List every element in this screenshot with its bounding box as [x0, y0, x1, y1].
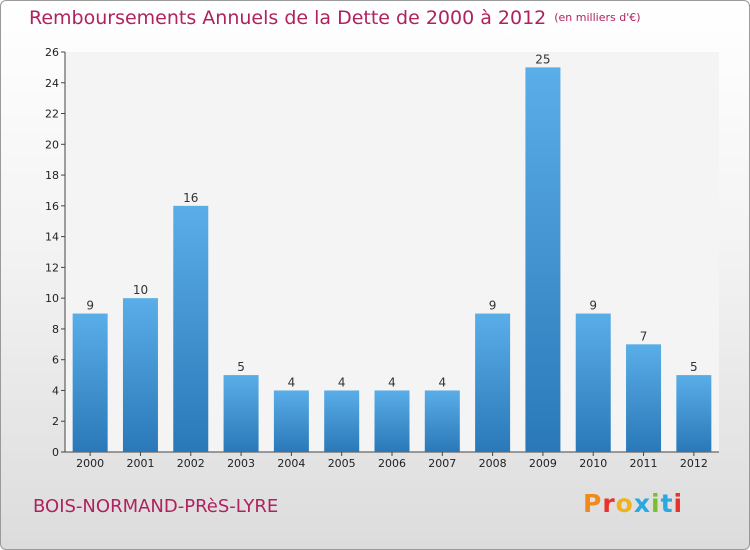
bar-value-label: 4 — [388, 375, 396, 389]
x-tick-label: 2002 — [177, 457, 205, 470]
y-tick-label: 24 — [45, 77, 59, 90]
y-tick-label: 12 — [45, 261, 59, 274]
x-tick-label: 2000 — [76, 457, 104, 470]
bar-value-label: 9 — [589, 299, 597, 313]
proxiti-logo: Proxiti — [583, 489, 683, 518]
bar — [626, 344, 662, 452]
logo-letter: P — [583, 489, 603, 518]
x-tick-label: 2012 — [680, 457, 708, 470]
y-tick-label: 0 — [52, 446, 59, 459]
logo-letter: i — [651, 489, 661, 518]
bar-value-label: 4 — [338, 375, 346, 389]
bar — [223, 375, 259, 452]
bar-value-label: 9 — [489, 299, 497, 313]
bar — [173, 205, 209, 452]
chart-title-text: Remboursements Annuels de la Dette de 20… — [29, 7, 547, 29]
bars: 9 10 16 5 4 4 4 4 9 25 9 7 5 — [72, 52, 712, 452]
logo-letter: x — [633, 489, 651, 518]
bar — [475, 313, 511, 452]
y-tick-label: 14 — [45, 231, 59, 244]
bar-value-label: 10 — [133, 283, 148, 297]
commune-name: BOIS-NORMAND-PRèS-LYRE — [33, 496, 279, 517]
y-tick-label: 6 — [52, 354, 59, 367]
y-tick-label: 26 — [45, 46, 59, 59]
y-tick-label: 20 — [45, 138, 59, 151]
bar-value-label: 5 — [690, 360, 698, 374]
bar-value-label: 7 — [640, 329, 648, 343]
x-tick-label: 2005 — [328, 457, 356, 470]
bar — [525, 67, 561, 452]
bar-value-label: 4 — [438, 375, 446, 389]
x-tick-label: 2004 — [277, 457, 305, 470]
x-tick-label: 2011 — [630, 457, 658, 470]
x-tick-label: 2001 — [126, 457, 154, 470]
bar-value-label: 5 — [237, 360, 245, 374]
bar — [374, 390, 410, 452]
logo-letter: i — [673, 489, 684, 518]
chart-unit: (en milliers d'€) — [554, 11, 641, 24]
bar — [122, 298, 158, 452]
bar — [324, 390, 360, 452]
x-tick-label: 2010 — [579, 457, 607, 470]
logo-letter: o — [615, 489, 634, 518]
y-tick-label: 2 — [52, 415, 59, 428]
x-tick-label: 2007 — [428, 457, 456, 470]
y-tick-label: 4 — [52, 384, 59, 397]
bar — [424, 390, 460, 452]
chart-title: Remboursements Annuels de la Dette de 20… — [29, 7, 641, 29]
logo-letter: t — [660, 489, 674, 518]
bar — [72, 313, 108, 452]
logo-letter: r — [602, 489, 616, 518]
y-tick-label: 8 — [52, 323, 59, 336]
bar — [575, 313, 611, 452]
bar-value-label: 4 — [288, 375, 296, 389]
x-tick-label: 2009 — [529, 457, 557, 470]
x-tick-label: 2008 — [479, 457, 507, 470]
bar-value-label: 9 — [86, 299, 94, 313]
bar — [676, 375, 712, 452]
bar — [273, 390, 309, 452]
y-tick-label: 22 — [45, 108, 59, 121]
y-tick-label: 18 — [45, 169, 59, 182]
x-tick-label: 2003 — [227, 457, 255, 470]
y-tick-label: 16 — [45, 200, 59, 213]
x-tick-label: 2006 — [378, 457, 406, 470]
bar-value-label: 16 — [183, 191, 198, 205]
y-tick-label: 10 — [45, 292, 59, 305]
bar-value-label: 25 — [535, 52, 550, 66]
